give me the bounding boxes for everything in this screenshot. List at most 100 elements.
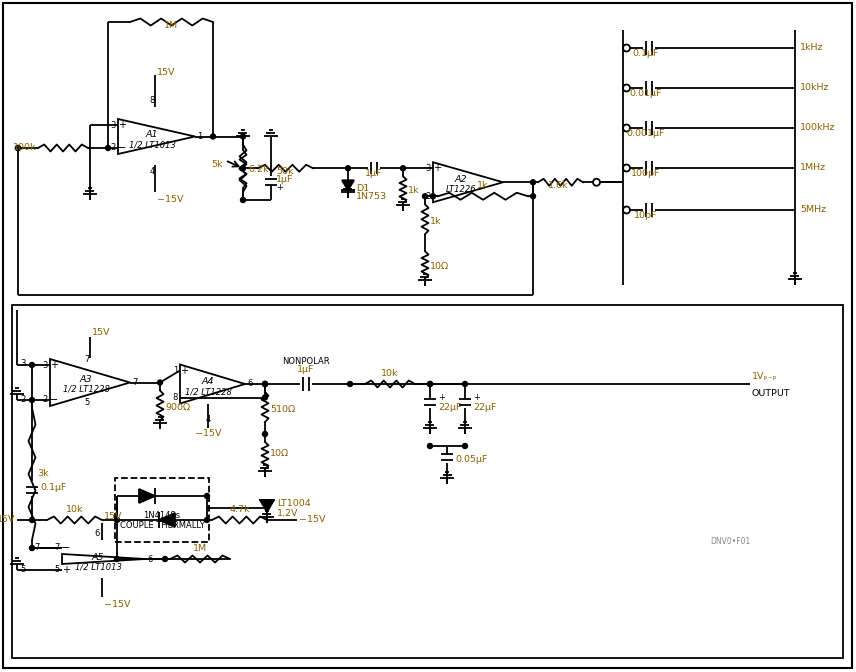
Text: 1/2 LT1228: 1/2 LT1228 bbox=[62, 385, 110, 394]
Text: +: + bbox=[276, 183, 282, 192]
Text: 22μF: 22μF bbox=[438, 403, 461, 411]
Text: 1kHz: 1kHz bbox=[800, 44, 823, 52]
Circle shape bbox=[105, 146, 110, 151]
Text: 1k: 1k bbox=[408, 185, 419, 195]
Circle shape bbox=[29, 398, 34, 403]
Text: A5: A5 bbox=[92, 552, 104, 562]
Text: 1k: 1k bbox=[430, 217, 442, 226]
Text: A1: A1 bbox=[146, 130, 158, 139]
Circle shape bbox=[427, 444, 432, 448]
Text: 8: 8 bbox=[173, 393, 178, 402]
Text: 15V: 15V bbox=[0, 515, 15, 525]
Circle shape bbox=[15, 146, 21, 151]
Circle shape bbox=[115, 517, 120, 523]
Circle shape bbox=[431, 194, 436, 199]
Circle shape bbox=[241, 198, 246, 202]
Text: 1μF: 1μF bbox=[297, 365, 315, 374]
Circle shape bbox=[205, 493, 210, 499]
Text: 100k: 100k bbox=[13, 144, 37, 153]
Text: 3: 3 bbox=[110, 120, 116, 130]
Text: 22μF: 22μF bbox=[473, 403, 496, 411]
Text: 5: 5 bbox=[85, 398, 90, 407]
Circle shape bbox=[29, 362, 34, 368]
Text: 5k: 5k bbox=[211, 160, 223, 169]
Text: 15V: 15V bbox=[104, 512, 122, 521]
Text: 1k: 1k bbox=[478, 181, 489, 190]
Circle shape bbox=[241, 166, 246, 171]
Circle shape bbox=[158, 380, 163, 385]
Text: 15V: 15V bbox=[157, 68, 175, 77]
Text: 1.6k: 1.6k bbox=[548, 181, 568, 190]
Text: 0.1μF: 0.1μF bbox=[40, 482, 67, 491]
Text: −: − bbox=[432, 192, 442, 201]
Circle shape bbox=[15, 146, 21, 151]
Circle shape bbox=[531, 194, 536, 199]
Text: +: + bbox=[433, 163, 441, 173]
Text: 5: 5 bbox=[55, 566, 60, 575]
Text: NONPOLAR: NONPOLAR bbox=[282, 357, 330, 366]
Circle shape bbox=[263, 382, 267, 386]
Text: 1N4148s
COUPLE THERMALLY: 1N4148s COUPLE THERMALLY bbox=[120, 511, 205, 530]
Text: 10Ω: 10Ω bbox=[430, 262, 449, 271]
Text: 8: 8 bbox=[150, 96, 155, 105]
Circle shape bbox=[29, 546, 34, 550]
Circle shape bbox=[462, 444, 467, 448]
Polygon shape bbox=[139, 489, 155, 503]
Text: 4: 4 bbox=[150, 167, 155, 176]
Polygon shape bbox=[260, 500, 274, 512]
Circle shape bbox=[205, 517, 210, 523]
Circle shape bbox=[462, 382, 467, 386]
Text: 0.05μF: 0.05μF bbox=[455, 454, 488, 464]
Text: 1M: 1M bbox=[193, 544, 207, 553]
Text: −: − bbox=[62, 543, 71, 553]
Text: 4: 4 bbox=[205, 415, 211, 425]
Text: 10k: 10k bbox=[66, 505, 83, 514]
Text: A3: A3 bbox=[80, 375, 92, 384]
Text: 0.1μF: 0.1μF bbox=[633, 49, 659, 58]
Text: 3: 3 bbox=[20, 359, 26, 368]
Text: LT1226: LT1226 bbox=[446, 185, 476, 194]
Polygon shape bbox=[159, 513, 175, 527]
Text: 1Vₚ₋ₚ: 1Vₚ₋ₚ bbox=[752, 372, 777, 381]
Text: −: − bbox=[50, 395, 59, 405]
Circle shape bbox=[241, 134, 246, 139]
Text: 10Ω: 10Ω bbox=[270, 450, 289, 458]
Text: OUTPUT: OUTPUT bbox=[752, 389, 791, 398]
Text: 2: 2 bbox=[43, 396, 48, 405]
Text: 7: 7 bbox=[132, 378, 137, 387]
Text: 1μF: 1μF bbox=[366, 169, 383, 178]
Text: 1N753: 1N753 bbox=[356, 192, 387, 201]
Text: LT1004: LT1004 bbox=[277, 499, 311, 507]
Circle shape bbox=[263, 382, 267, 386]
Circle shape bbox=[163, 556, 168, 562]
Text: 6: 6 bbox=[95, 529, 100, 538]
Circle shape bbox=[348, 382, 353, 386]
Circle shape bbox=[346, 166, 350, 171]
Text: A4: A4 bbox=[202, 376, 214, 386]
Text: 0.001μF: 0.001μF bbox=[627, 129, 665, 138]
Circle shape bbox=[29, 517, 34, 523]
Text: 3k: 3k bbox=[37, 470, 49, 478]
Circle shape bbox=[263, 395, 267, 400]
Text: 1M: 1M bbox=[164, 21, 178, 30]
Text: 1/2 LT1013: 1/2 LT1013 bbox=[128, 141, 175, 150]
Text: 100pF: 100pF bbox=[632, 169, 661, 178]
Circle shape bbox=[427, 382, 432, 386]
Text: 4.7k: 4.7k bbox=[229, 505, 250, 514]
Text: 510Ω: 510Ω bbox=[270, 405, 295, 413]
Circle shape bbox=[211, 134, 216, 139]
Text: 2: 2 bbox=[20, 396, 25, 405]
Circle shape bbox=[427, 382, 432, 386]
Circle shape bbox=[531, 179, 536, 185]
Text: 900Ω: 900Ω bbox=[165, 403, 190, 412]
Text: 3: 3 bbox=[425, 164, 431, 173]
Text: 100kHz: 100kHz bbox=[800, 124, 835, 132]
Circle shape bbox=[263, 431, 267, 437]
Text: +: + bbox=[50, 360, 58, 370]
Text: 1/2 LT1013: 1/2 LT1013 bbox=[74, 562, 122, 571]
Text: +: + bbox=[438, 392, 445, 401]
Text: 5: 5 bbox=[20, 566, 25, 575]
Text: 6.2k: 6.2k bbox=[248, 165, 269, 175]
Text: 7: 7 bbox=[34, 544, 39, 552]
Circle shape bbox=[423, 194, 427, 199]
